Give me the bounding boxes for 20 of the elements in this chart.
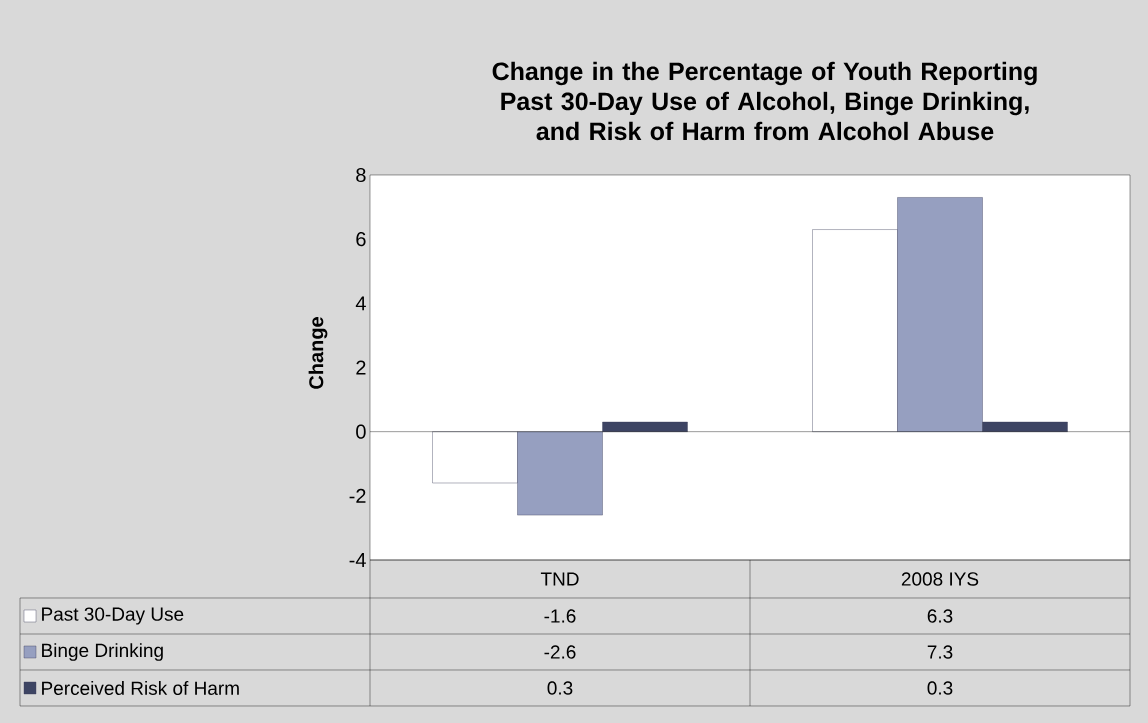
data-label: 0.3 (927, 681, 953, 695)
legend-label: Binge Drinking (42, 643, 163, 661)
chart-title: Change in the Percentage of Youth Reporting Past 30-Day Use of Alcohol, Binge Drinking, and Risk of Harm from Alcohol Abuse (492, 61, 1037, 141)
y-tick-label: 2 (356, 360, 366, 375)
y-tick-label: 0 (356, 424, 366, 439)
x-tick-label: 2008 IYS (901, 572, 979, 586)
data-label: -1.6 (544, 609, 576, 623)
data-label: -2.6 (544, 645, 576, 659)
y-axis-title: Change (308, 317, 328, 389)
y-tick-label: -2 (349, 488, 366, 503)
data-label: 7.3 (927, 645, 953, 659)
y-tick-label: 8 (356, 167, 366, 183)
data-label: 6.3 (927, 609, 953, 623)
y-tick-label: 4 (355, 296, 366, 311)
legend-label: Perceived Risk of Harm (42, 681, 239, 695)
y-tick-label: 6 (356, 232, 366, 247)
data-label: 0.3 (547, 681, 573, 695)
legend-label: Past 30-Day Use (42, 607, 184, 625)
x-tick-label: TND (540, 572, 579, 586)
y-tick-label: -4 (349, 553, 366, 567)
